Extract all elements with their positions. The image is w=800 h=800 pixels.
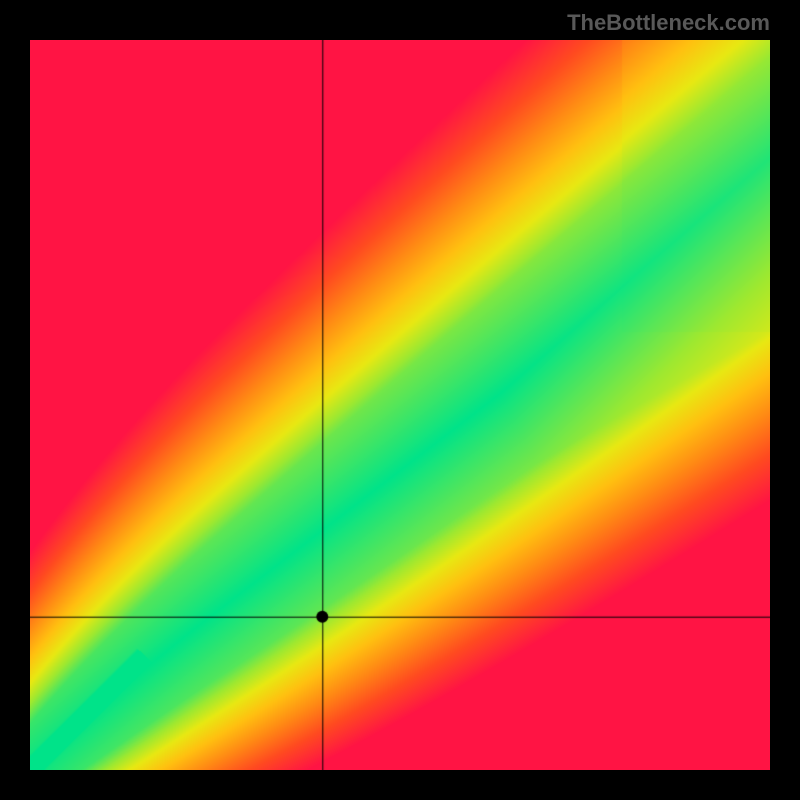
heatmap-plot [30, 40, 770, 770]
chart-container: TheBottleneck.com [0, 0, 800, 800]
watermark-text: TheBottleneck.com [567, 10, 770, 36]
heatmap-canvas [30, 40, 770, 770]
